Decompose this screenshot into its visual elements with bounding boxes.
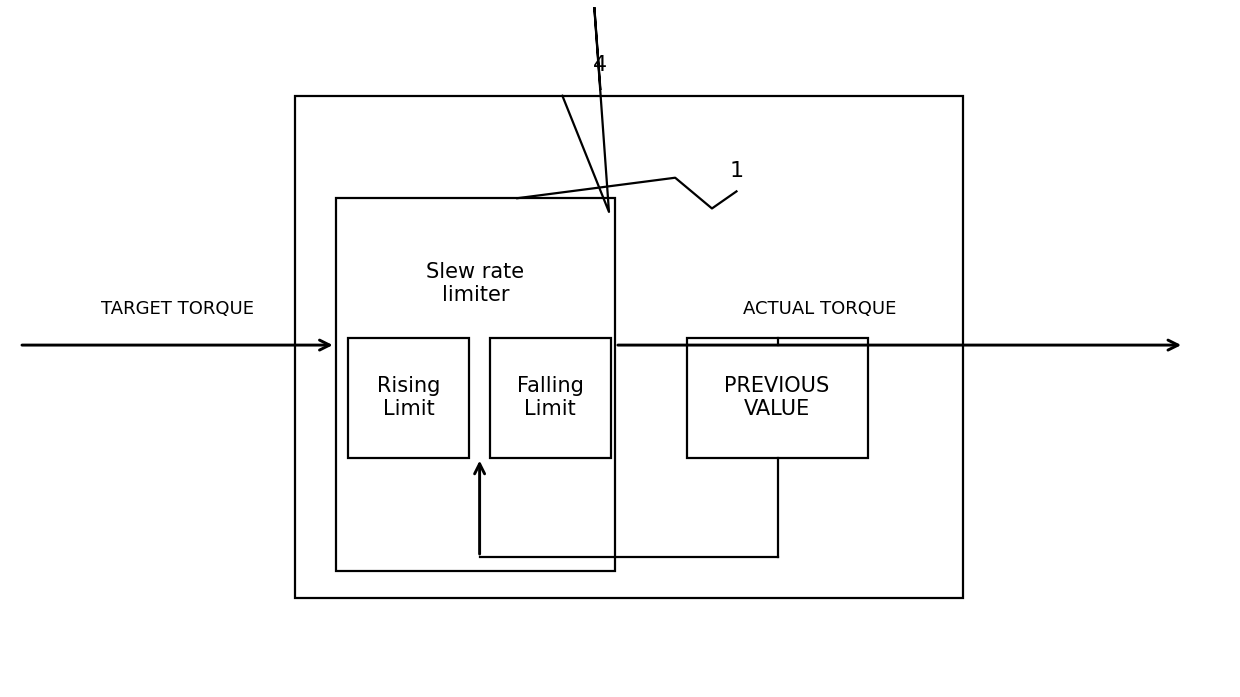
- Text: PREVIOUS
VALUE: PREVIOUS VALUE: [724, 376, 830, 420]
- Bar: [347, 338, 469, 458]
- Bar: [490, 338, 611, 458]
- Text: 4: 4: [593, 55, 608, 75]
- Text: Slew rate
limiter: Slew rate limiter: [427, 262, 525, 305]
- Text: TARGET TORQUE: TARGET TORQUE: [100, 300, 254, 318]
- Bar: [687, 338, 868, 458]
- Text: Falling
Limit: Falling Limit: [517, 376, 584, 420]
- Bar: [295, 95, 963, 598]
- Text: 1: 1: [729, 161, 744, 181]
- Bar: [336, 198, 615, 571]
- Text: ACTUAL TORQUE: ACTUAL TORQUE: [743, 300, 897, 318]
- Text: Rising
Limit: Rising Limit: [377, 376, 440, 420]
